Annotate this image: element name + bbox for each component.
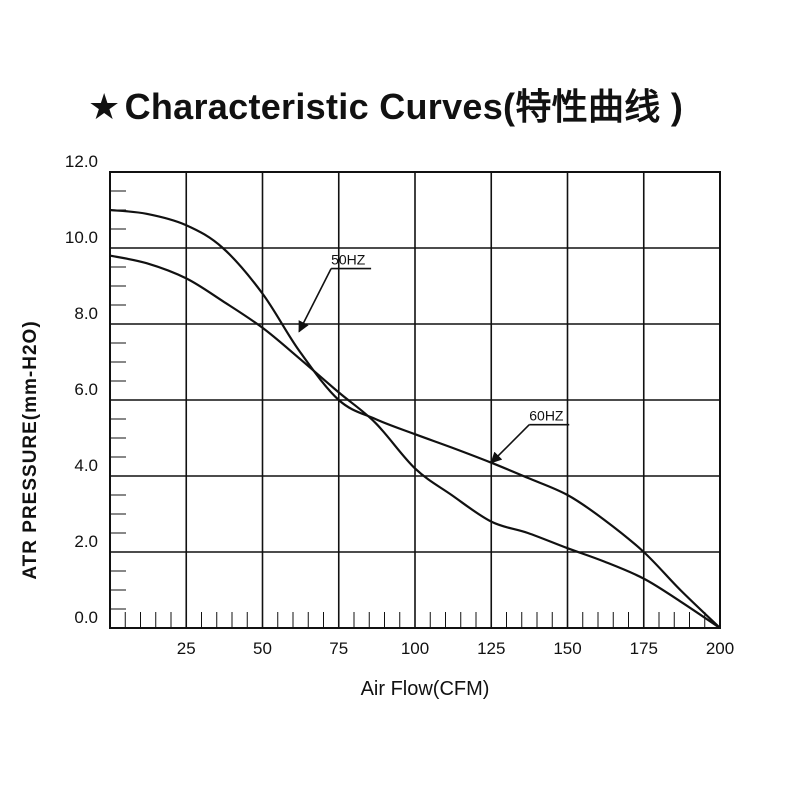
chart-title: ★ Characteristic Curves(特性曲线 ): [88, 78, 788, 128]
series-group: [109, 208, 721, 629]
series-label-50hz: 50HZ: [331, 252, 366, 268]
y-tick-label: 10.0: [65, 228, 98, 247]
y-tick-label: 2.0: [74, 532, 98, 551]
y-tick-label: 12.0: [65, 152, 98, 171]
x-tick-label: 100: [401, 639, 429, 658]
y-tick-label: 4.0: [74, 456, 98, 475]
x-tick-label: 175: [630, 639, 658, 658]
x-tick-label: 25: [177, 639, 196, 658]
annotation-arrow: [298, 268, 332, 333]
x-tick-label: 150: [553, 639, 581, 658]
x-axis-label: Air Flow(CFM): [361, 678, 490, 700]
series-label-60hz: 60HZ: [529, 408, 564, 424]
series-line-60hz: [109, 208, 721, 629]
x-axis-ticks: 25 50 75 100 125 150 175 200: [177, 639, 734, 658]
y-axis-ticks: 0.0 2.0 4.0 6.0 8.0 10.0 12.0: [65, 152, 98, 627]
y-tick-label: 6.0: [74, 380, 98, 399]
plot-frame: [109, 171, 721, 629]
annotation-arrow: [490, 424, 530, 464]
x-tick-label: 125: [477, 639, 505, 658]
y-axis-label: ATR PRESSURE(mm-H2O): [20, 320, 41, 579]
star-icon: ★: [88, 86, 121, 127]
series-line-50hz: [109, 254, 721, 629]
grid: [110, 172, 720, 628]
x-tick-label: 75: [329, 639, 348, 658]
y-tick-label: 0.0: [74, 608, 98, 627]
annotations: 50HZ 60HZ: [298, 252, 570, 464]
x-tick-label: 50: [253, 639, 272, 658]
y-tick-label: 8.0: [74, 304, 98, 323]
chart-title-text: Characteristic Curves(特性曲线 ): [124, 86, 684, 127]
x-tick-label: 200: [706, 639, 734, 658]
